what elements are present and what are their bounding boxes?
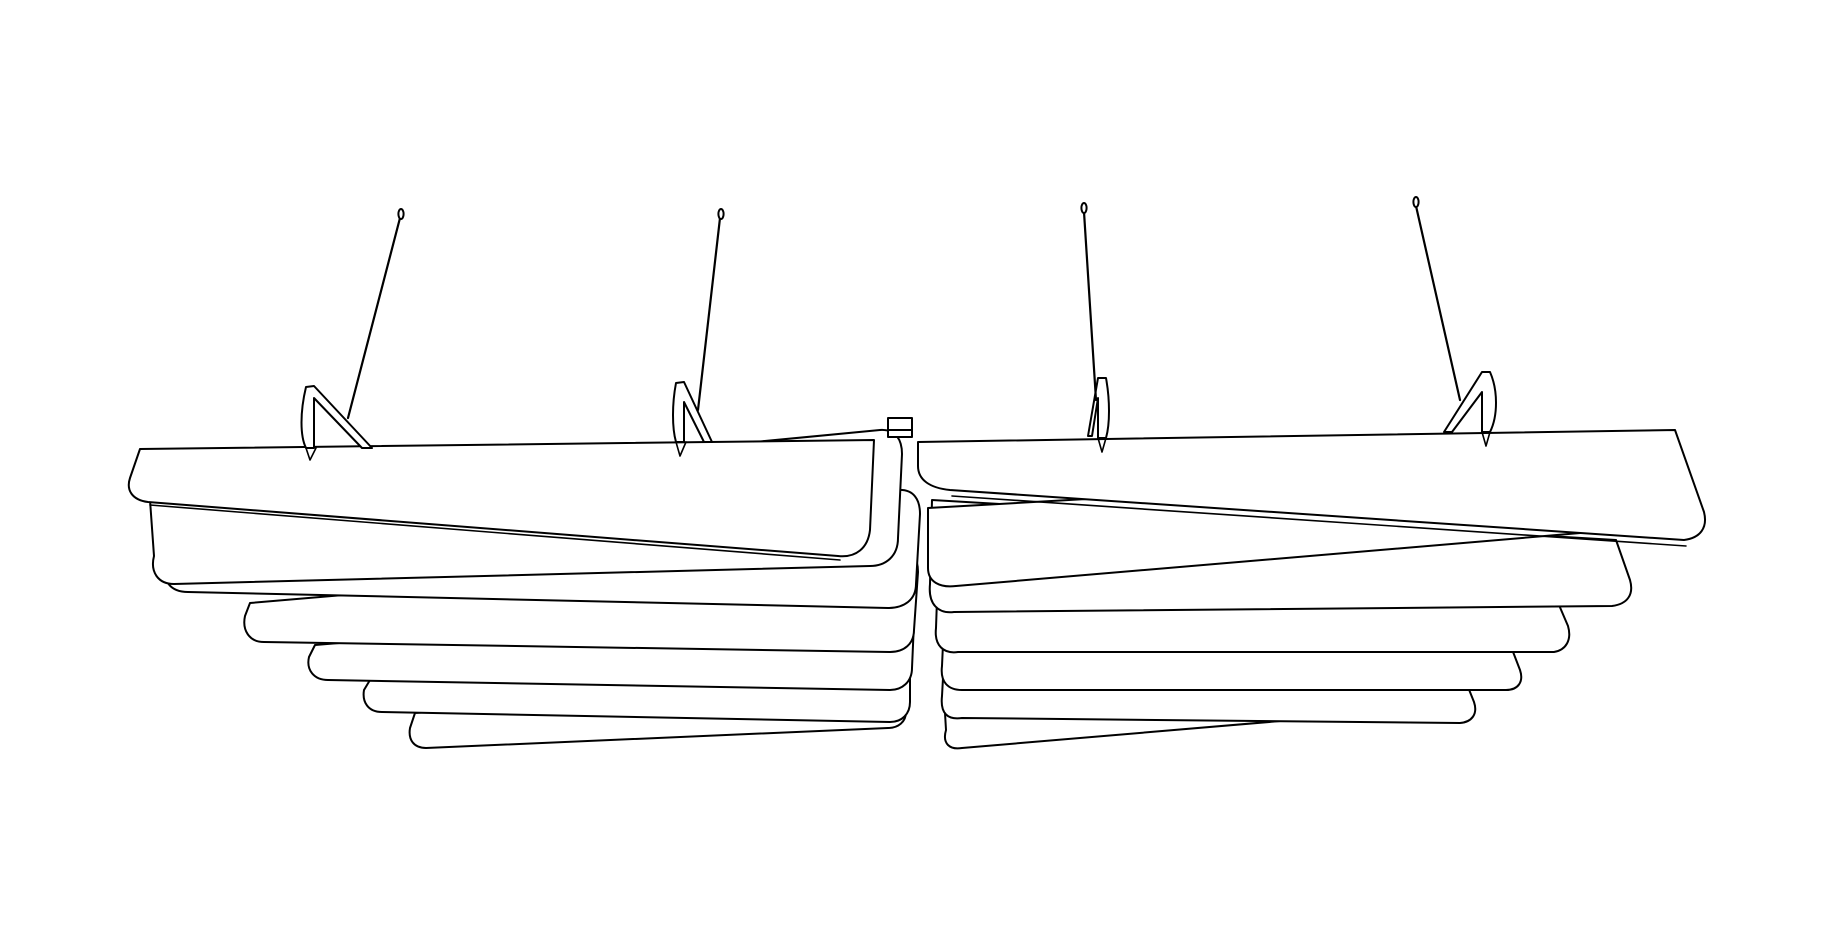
right-outer-wire bbox=[1414, 204, 1462, 402]
left-outer-wire bbox=[346, 216, 402, 420]
right-inner-wire bbox=[1082, 210, 1098, 402]
wire-hanger-icon bbox=[1080, 202, 1088, 214]
connector-top bbox=[887, 417, 913, 431]
right-baffle-group bbox=[917, 196, 1706, 750]
left-top-blade-edge bbox=[149, 504, 841, 561]
left-bracket-inner bbox=[672, 381, 713, 457]
right-baffle-top-blade bbox=[917, 429, 1706, 541]
left-inner-wire bbox=[696, 216, 722, 412]
mounting-bracket-icon bbox=[1443, 371, 1497, 433]
mounting-bracket-icon bbox=[300, 385, 373, 449]
left-baffle-group bbox=[127, 208, 921, 749]
wire-hanger-icon bbox=[717, 208, 725, 220]
left-baffle-top-blade bbox=[127, 439, 875, 558]
right-bracket-outer bbox=[1443, 371, 1497, 447]
right-top-blade-edge bbox=[951, 495, 1687, 547]
bracket-slot bbox=[675, 441, 687, 457]
right-bracket-inner bbox=[1087, 377, 1110, 453]
mounting-bracket-icon bbox=[1087, 377, 1110, 439]
connector-base bbox=[887, 429, 913, 438]
wire-hanger-icon bbox=[1412, 196, 1420, 208]
bracket-slot bbox=[305, 447, 317, 461]
bracket-slot bbox=[1481, 431, 1491, 447]
center-connector-icon bbox=[887, 417, 913, 438]
mounting-bracket-icon bbox=[672, 381, 713, 443]
wire-hanger-icon bbox=[397, 208, 405, 220]
left-bracket-outer bbox=[300, 385, 373, 461]
bracket-slot bbox=[1097, 437, 1107, 453]
